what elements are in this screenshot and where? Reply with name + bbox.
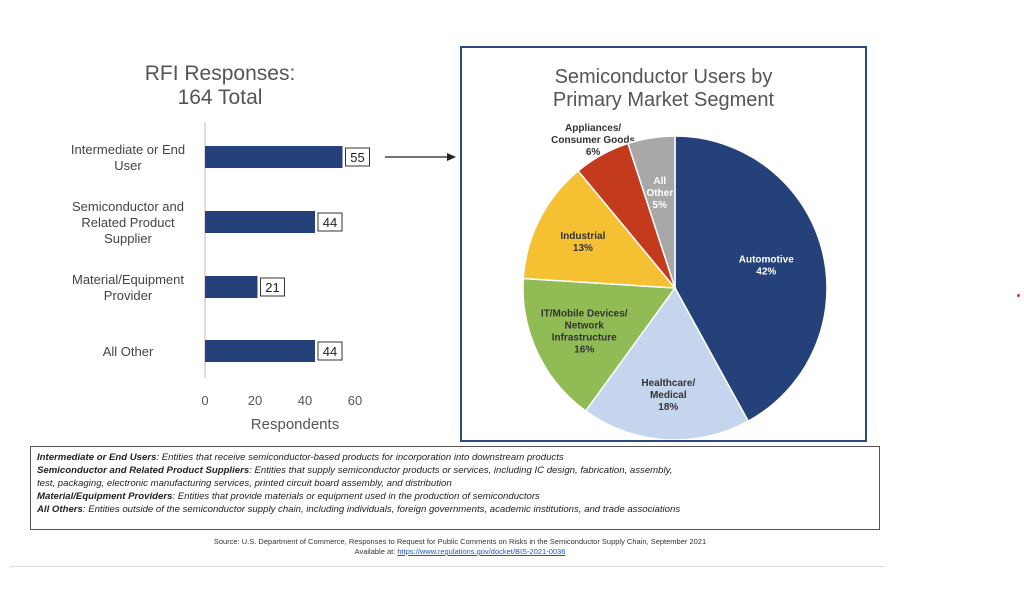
data-label-box [317, 212, 343, 232]
data-label: 44 [323, 344, 337, 359]
red-dot [1017, 294, 1020, 297]
bar-chart-title: RFI Responses: 164 Total [95, 62, 345, 110]
definition-material: Material/Equipment Providers: Entities t… [37, 490, 873, 503]
pie-slice [627, 135, 676, 289]
pie-label: All Other 5% [646, 176, 673, 211]
x-tick-label: 0 [201, 393, 208, 408]
data-label-box [260, 277, 285, 297]
definition-term: Semiconductor and Related Product Suppli… [37, 465, 250, 476]
pie-label: Automotive 42% [739, 255, 794, 278]
source-line1: Source: U.S. Department of Commerce, Res… [213, 537, 707, 546]
source-line2: Available at: https://www.regulations.go… [100, 547, 820, 557]
bar [205, 211, 315, 233]
category-label: All Other [103, 344, 154, 359]
source-note: Source: U.S. Department of Commerce, Res… [100, 537, 820, 557]
category-label: Semiconductor and Related Product Supplier [72, 199, 184, 246]
pie-chart-title: Semiconductor Users by Primary Market Se… [462, 66, 865, 112]
definition-intermediate: Intermediate or End Users: Entities that… [37, 451, 873, 464]
divider [10, 566, 885, 567]
bar [205, 276, 258, 298]
definitions-box: Intermediate or End Users: Entities that… [30, 446, 880, 530]
bar-chart: 55 Intermediate or End User 44 Semiconductor… [71, 122, 456, 433]
x-axis-title: Respondents [251, 416, 339, 433]
definition-desc: test, packaging, electronic manufacturin… [37, 478, 452, 489]
pie-label: Industrial 13% [560, 231, 605, 254]
definition-desc: : Entities outside of the semiconductor … [82, 504, 681, 515]
data-label: 21 [265, 280, 279, 295]
pie-chart-panel: Semiconductor Users by Primary Market Se… [460, 46, 867, 442]
pie-chart-title-line1: Semiconductor Users by [554, 66, 773, 88]
pie-label: Appliances/Consumer Goods 6% [551, 123, 635, 158]
data-label-box [317, 341, 343, 361]
definition-desc: : Entities that receive semiconductor-ba… [156, 452, 564, 463]
pie-chart: Automotive 42% Healthcare/Medical 18% IT/Mob… [522, 123, 828, 440]
pie-label: Healthcare/Medical 18% [641, 378, 695, 413]
pie-slice [522, 277, 677, 413]
x-tick-label: 20 [248, 393, 262, 408]
definition-semiconductor-cont: test, packaging, electronic manufacturin… [37, 477, 873, 490]
definition-term: All Others [37, 504, 83, 515]
pie-slice [674, 135, 828, 423]
x-tick-label: 60 [348, 393, 362, 408]
definition-desc: : Entities that provide materials or equ… [172, 491, 540, 502]
bar-chart-title-line1: RFI Responses: [144, 62, 296, 85]
definition-term: Material/Equipment Providers [37, 491, 173, 502]
pie-chart-title-line2: Primary Market Segment [552, 89, 775, 111]
source-prefix: Available at: [354, 547, 398, 556]
x-tick-label: 40 [298, 393, 312, 408]
data-label: 55 [350, 150, 364, 165]
source-link[interactable]: https://www.regulations.gov/docket/BIS-2… [397, 547, 566, 556]
definition-term: Intermediate or End Users [37, 452, 157, 463]
bar-chart-title-line2: 164 Total [177, 86, 263, 109]
arrow-head [447, 153, 456, 161]
category-label: Material/Equipment Provider [72, 272, 184, 303]
pie-label: IT/Mobile Devices/Network Infrastructure 1… [541, 309, 628, 356]
pie-slice [522, 169, 677, 289]
data-label: 44 [323, 215, 337, 230]
definition-all-others: All Others: Entities outside of the semi… [37, 503, 873, 516]
data-label-box [345, 147, 370, 167]
bar [205, 146, 343, 168]
bar [205, 340, 315, 362]
category-label: Intermediate or End User [71, 142, 185, 173]
definition-desc: : Entities that supply semiconductor pro… [249, 465, 673, 476]
definition-semiconductor: Semiconductor and Related Product Suppli… [37, 464, 873, 477]
pie-slice [584, 286, 750, 440]
